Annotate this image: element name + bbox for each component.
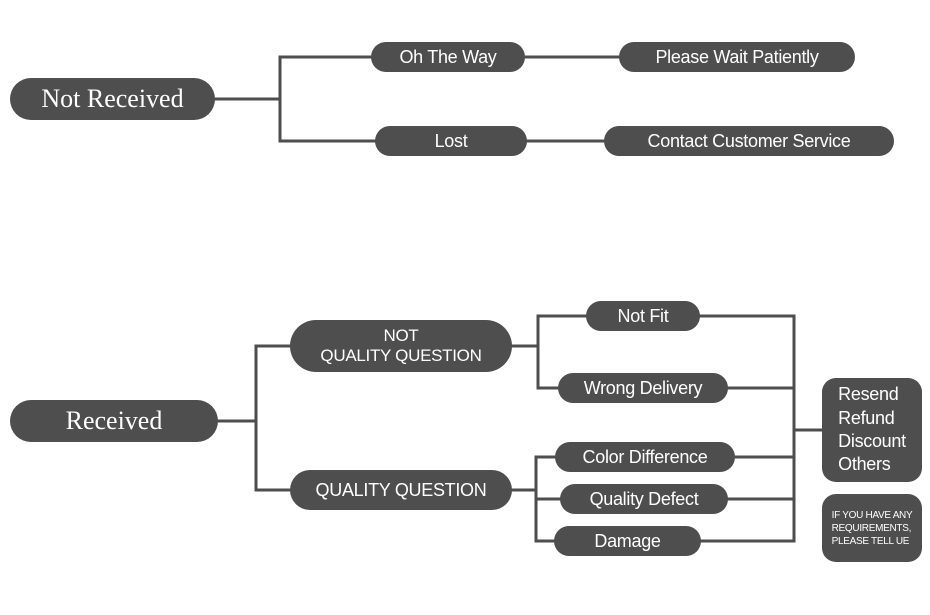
- node-wrong-delivery: Wrong Delivery: [558, 373, 728, 403]
- node-received: Received: [10, 400, 218, 442]
- node-damage: Damage: [554, 526, 701, 556]
- node-please-wait: Please Wait Patiently: [619, 42, 855, 72]
- node-label: Resend Refund Discount Others: [838, 383, 906, 477]
- node-color-diff: Color Difference: [555, 442, 735, 472]
- node-label: Color Difference: [583, 447, 708, 468]
- node-not-quality: NOT QUALITY QUESTION: [290, 320, 512, 372]
- node-label: Damage: [594, 531, 660, 552]
- node-not-received: Not Received: [10, 78, 215, 120]
- node-label: Please Wait Patiently: [655, 47, 818, 68]
- node-not-fit: Not Fit: [586, 301, 700, 331]
- node-label: Quality Defect: [590, 489, 699, 510]
- node-label: Lost: [435, 131, 468, 152]
- node-label: Not Received: [41, 84, 183, 114]
- node-quality: QUALITY QUESTION: [290, 470, 512, 510]
- node-quality-defect: Quality Defect: [560, 484, 728, 514]
- node-label: Not Fit: [618, 306, 669, 327]
- node-lost: Lost: [375, 126, 527, 156]
- node-note-box: IF YOU HAVE ANY REQUIREMENTS, PLEASE TEL…: [822, 494, 922, 562]
- node-label: Oh The Way: [399, 47, 496, 68]
- node-label: Contact Customer Service: [648, 131, 851, 152]
- node-label: QUALITY QUESTION: [316, 480, 487, 501]
- node-contact-cs: Contact Customer Service: [604, 126, 894, 156]
- node-label: Wrong Delivery: [584, 378, 703, 399]
- node-label: NOT QUALITY QUESTION: [320, 326, 481, 365]
- node-label: IF YOU HAVE ANY REQUIREMENTS, PLEASE TEL…: [832, 509, 913, 548]
- node-oh-the-way: Oh The Way: [371, 42, 525, 72]
- node-label: Received: [66, 406, 163, 436]
- node-outcome-box: Resend Refund Discount Others: [822, 378, 922, 482]
